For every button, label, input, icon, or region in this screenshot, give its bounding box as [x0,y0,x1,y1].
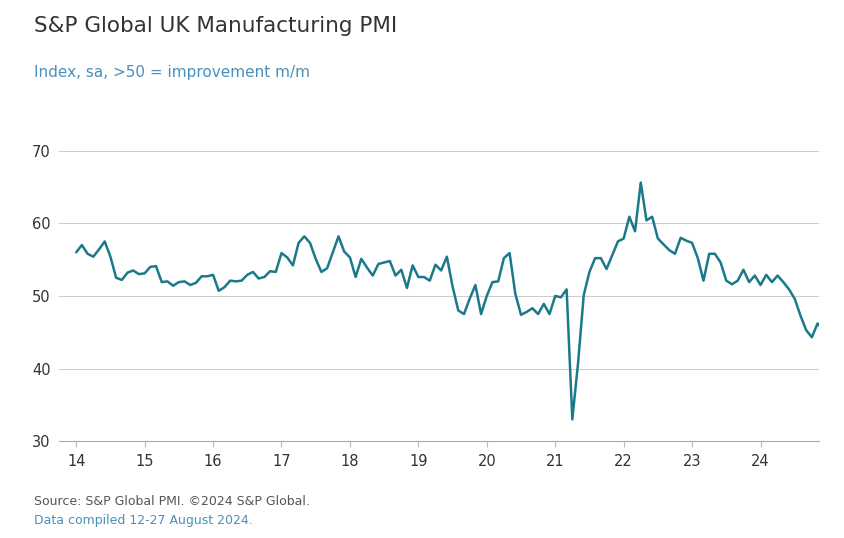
Text: Index, sa, >50 = improvement m/m: Index, sa, >50 = improvement m/m [34,65,310,80]
Text: Data compiled 12-27 August 2024.: Data compiled 12-27 August 2024. [34,514,252,527]
Text: Source: S&P Global PMI. ©2024 S&P Global.: Source: S&P Global PMI. ©2024 S&P Global… [34,495,310,508]
Text: S&P Global UK Manufacturing PMI: S&P Global UK Manufacturing PMI [34,16,397,36]
